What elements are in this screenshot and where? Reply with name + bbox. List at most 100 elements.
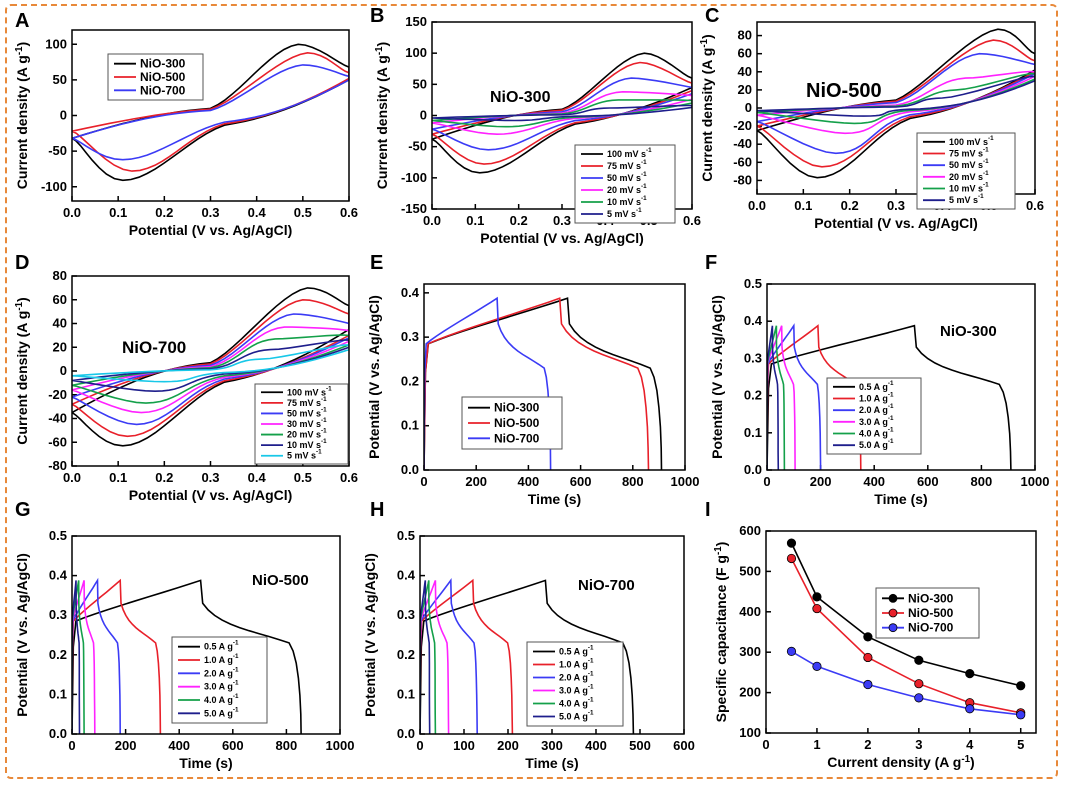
x-tick-label: 200 [465,474,487,489]
axes-frame [766,283,1036,471]
panel-label: G [15,499,31,521]
y-tick-label: 0.2 [49,647,67,662]
legend-label: 100 mV s-1 [607,147,652,159]
data-point [965,704,975,714]
x-tick-label: 100 [453,738,475,753]
series-line [767,325,786,470]
y-tick-label: 0.1 [401,418,419,433]
legend-label: 2.0 A g-1 [204,666,239,678]
sample-label: NiO-300 [490,89,551,106]
series-line [757,28,1035,179]
legend: 0.5 A g-11.0 A g-12.0 A g-13.0 A g-14.0 … [826,377,922,455]
y-tick-label: 100 [739,725,761,740]
x-tick-label: 0.4 [248,470,267,485]
y-tick-label: -80 [48,458,67,473]
x-tick-label: 800 [622,474,644,489]
plot-area [420,578,635,734]
legend: 100 mV s-175 mV s-150 mV s-130 mV s-120 … [254,383,349,465]
series-line [757,39,1035,168]
legend-label: 4.0 A g-1 [204,693,239,705]
x-tick-label: 1000 [1021,474,1050,489]
legend-box [574,144,676,224]
series-line [767,323,822,470]
y-tick-label: 0.0 [744,462,762,477]
series-line [790,558,1021,714]
data-point [965,669,975,679]
y-tick-label: -60 [48,434,67,449]
legend-label: NiO-300 [908,591,954,605]
x-tick-label: 0.6 [340,470,358,485]
legend-label: 5.0 A g-1 [204,706,239,718]
legend-label: 10 mV s-1 [287,438,327,450]
axes-frame [419,535,685,735]
legend-box [826,377,922,455]
x-tick-label: 0.6 [340,205,358,220]
data-point [914,655,924,665]
y-tick-label: 0.3 [401,329,419,344]
y-tick-label: -40 [733,136,752,151]
y-tick-label: 500 [739,563,761,578]
legend: 100 mV s-175 mV s-150 mV s-120 mV s-110 … [916,132,1016,210]
y-tick-label: 0.2 [397,647,415,662]
legend-label: NiO-500 [908,606,954,620]
axes-frame [431,21,693,210]
y-tick-label: 0 [60,363,67,378]
x-tick-label: 0.0 [63,205,81,220]
legend-box [526,641,624,727]
y-tick-label: 0.1 [49,686,67,701]
plot-area [424,296,663,470]
panel-label: A [15,10,29,32]
legend-label: 10 mV s-1 [949,182,989,194]
y-tick-label: -20 [48,387,67,402]
x-tick-label: 3 [915,737,922,752]
legend-label: 5 mV s-1 [287,449,322,461]
y-tick-label: 0.1 [744,425,762,440]
y-tick-label: 0.5 [49,528,67,543]
legend-marker [888,608,898,618]
series-line [420,578,478,734]
series-line [432,77,692,151]
legend-label: 0.5 A g-1 [859,380,894,392]
plot-area [72,577,302,734]
y-tick-label: 20 [738,82,752,97]
y-tick-label: 0.0 [401,462,419,477]
legend-label: 75 mV s-1 [607,159,647,171]
sample-label: NiO-500 [806,80,882,102]
y-tick-label: 0.0 [397,726,415,741]
series-line [72,298,349,438]
y-tick-label: 0 [745,100,752,115]
sample-label: NiO-500 [252,572,309,589]
y-tick-label: 0.5 [397,528,415,543]
panel-i: I 0 1 2 3 4 5 100 200 300 400 500 600 Current density… [705,499,1037,770]
legend-label: NiO-500 [494,416,540,430]
y-tick-label: -20 [733,118,752,133]
y-tick-label: 0.0 [49,726,67,741]
legend-label: 1.0 A g-1 [204,653,239,665]
x-tick-label: 0.4 [248,205,267,220]
axes-frame [423,283,686,471]
series-line [790,542,1021,687]
series-line [72,580,96,734]
panel-label: F [705,252,717,274]
plot-area [757,28,1035,179]
x-tick-label: 4 [966,737,974,752]
panel-e: E 0 200 400 600 800 1000 0.0 0.1 0.2 0.3 0.4 Time (s… [366,252,699,507]
legend-label: 1.0 A g-1 [859,392,894,404]
x-tick-label: 0.3 [201,205,219,220]
y-tick-label: 0.2 [744,388,762,403]
series-line [757,70,1035,135]
series-line [424,296,552,470]
y-tick-label: 40 [738,64,752,79]
y-axis-label: Potential (V vs. Ag/AgCl) [366,295,382,459]
y-tick-label: 200 [739,685,761,700]
x-tick-label: 200 [115,738,137,753]
panel-f: F 0 200 400 600 800 1000 0.0 0.1 0.2 0.3 0.4 0.5 Time… [705,252,1049,507]
data-point [812,592,822,602]
x-tick-label: 0.5 [294,470,312,485]
x-tick-label: 0.1 [109,205,127,220]
legend-label: 30 mV s-1 [287,417,327,429]
series-line [72,313,349,426]
panel-c: C0.00.10.20.30.40.50.6-80-60-40-20020406… [699,5,1044,231]
